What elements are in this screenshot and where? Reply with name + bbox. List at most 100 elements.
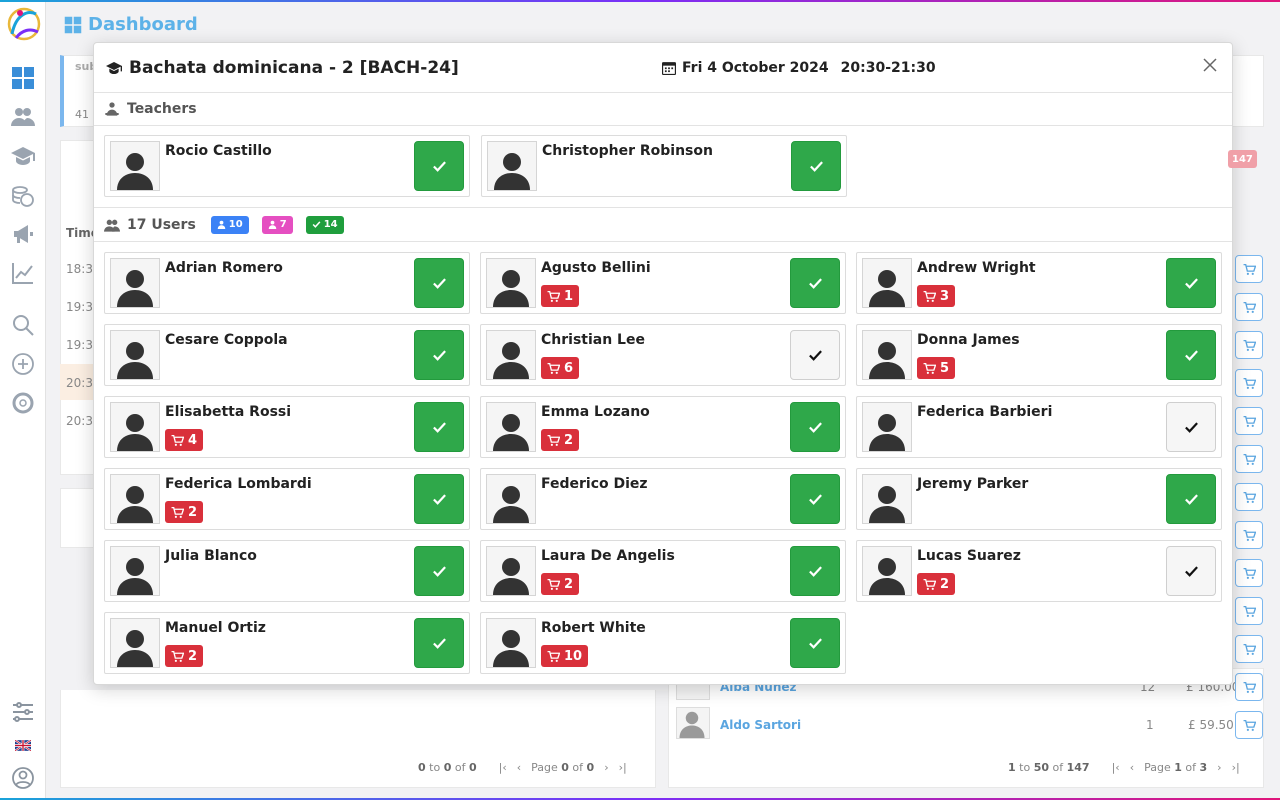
- person-name: Adrian Romero: [165, 260, 283, 276]
- time-cell: 19:30: [66, 300, 101, 314]
- last-page-button[interactable]: ›|: [1231, 761, 1240, 774]
- lifebuoy-icon[interactable]: [9, 389, 37, 417]
- purchases-badge[interactable]: 2: [165, 645, 204, 667]
- attendance-toggle-button[interactable]: [414, 618, 464, 668]
- add-to-cart-button[interactable]: [1235, 559, 1263, 587]
- add-to-cart-button[interactable]: [1235, 711, 1263, 739]
- avatar: [110, 474, 160, 524]
- attendance-toggle-button[interactable]: [790, 330, 840, 380]
- lesson-date: Fri 4 October 2024: [682, 60, 829, 76]
- app-logo[interactable]: [2, 4, 42, 44]
- purchases-badge[interactable]: 2: [165, 501, 204, 523]
- add-to-cart-button[interactable]: [1235, 407, 1263, 435]
- add-to-cart-button[interactable]: [1235, 293, 1263, 321]
- prev-page-button[interactable]: ‹: [516, 761, 522, 774]
- customer-link[interactable]: Aldo Sartori: [720, 718, 802, 732]
- add-to-cart-button[interactable]: [1235, 597, 1263, 625]
- person-card: Emma Lozano 2: [480, 396, 846, 458]
- uk-flag-icon[interactable]: [9, 731, 37, 759]
- next-page-button[interactable]: ›: [604, 761, 609, 774]
- person-card: Elisabetta Rossi 4: [104, 396, 470, 458]
- person-card: Christian Lee 6: [480, 324, 846, 386]
- add-to-cart-button[interactable]: [1235, 521, 1263, 549]
- attendance-toggle-button[interactable]: [1166, 546, 1216, 596]
- add-to-cart-button[interactable]: [1235, 635, 1263, 663]
- person-card: Donna James 5: [856, 324, 1222, 386]
- person-card: Federico Diez: [480, 468, 846, 530]
- search-icon[interactable]: [9, 311, 37, 339]
- avatar: [110, 546, 160, 596]
- female-count-badge: 7: [261, 215, 293, 234]
- attendance-toggle-button[interactable]: [414, 402, 464, 452]
- check-icon: [1184, 421, 1198, 433]
- attendance-toggle-button[interactable]: [790, 258, 840, 308]
- add-to-cart-button[interactable]: [1235, 445, 1263, 473]
- person-card: Lucas Suarez 2: [856, 540, 1222, 602]
- person-name: Federica Lombardi: [165, 476, 312, 492]
- avatar: [862, 330, 912, 380]
- purchases-badge[interactable]: 2: [541, 573, 580, 595]
- attendance-toggle-button[interactable]: [414, 546, 464, 596]
- add-to-cart-button[interactable]: [1235, 673, 1263, 701]
- megaphone-icon[interactable]: [9, 220, 37, 248]
- person-name: Lucas Suarez: [917, 548, 1021, 564]
- user-icon: [268, 220, 276, 229]
- attendance-toggle-button[interactable]: [790, 402, 840, 452]
- attendance-toggle-button[interactable]: [1166, 402, 1216, 452]
- plus-icon[interactable]: [9, 350, 37, 378]
- attendance-toggle-button[interactable]: [790, 474, 840, 524]
- sliders-icon[interactable]: [9, 698, 37, 726]
- purchases-badge[interactable]: 10: [541, 645, 589, 667]
- purchases-badge[interactable]: 5: [917, 357, 956, 379]
- coins-icon[interactable]: [9, 182, 37, 210]
- prev-page-button[interactable]: ‹: [1129, 761, 1135, 774]
- close-button[interactable]: [1196, 51, 1224, 79]
- add-to-cart-button[interactable]: [1235, 483, 1263, 511]
- first-page-button[interactable]: |‹: [1111, 761, 1120, 774]
- purchases-badge[interactable]: 1: [541, 285, 580, 307]
- person-card: Rocio Castillo: [104, 135, 470, 197]
- stat-card-right: [1232, 55, 1264, 127]
- person-name: Agusto Bellini: [541, 260, 651, 276]
- purchases-badge[interactable]: 2: [541, 429, 580, 451]
- attendance-toggle-button[interactable]: [414, 141, 464, 191]
- check-icon: [1184, 493, 1198, 505]
- first-page-button[interactable]: |‹: [498, 761, 507, 774]
- purchases-badge[interactable]: 2: [917, 573, 956, 595]
- attendance-toggle-button[interactable]: [414, 330, 464, 380]
- attendance-toggle-button[interactable]: [414, 474, 464, 524]
- cart-icon: [923, 362, 936, 374]
- user-icon[interactable]: [9, 764, 37, 792]
- attendance-toggle-button[interactable]: [1166, 258, 1216, 308]
- teachers-section-header: Teachers: [94, 92, 1232, 126]
- present-count-badge: 14: [305, 215, 344, 234]
- check-icon: [432, 277, 446, 289]
- person-icon: [493, 414, 529, 451]
- purchases-badge[interactable]: 4: [165, 429, 204, 451]
- person-icon: [117, 414, 153, 451]
- add-to-cart-button[interactable]: [1235, 255, 1263, 283]
- check-icon: [432, 637, 446, 649]
- avatar: [862, 474, 912, 524]
- attendance-toggle-button[interactable]: [414, 258, 464, 308]
- attendance-modal: Bachata dominicana - 2 [BACH-24] Fri 4 O…: [93, 42, 1233, 685]
- avatar: [110, 330, 160, 380]
- check-icon: [1184, 349, 1198, 361]
- person-card: Laura De Angelis 2: [480, 540, 846, 602]
- attendance-toggle-button[interactable]: [790, 618, 840, 668]
- dashboard-icon[interactable]: [9, 64, 37, 92]
- last-page-button[interactable]: ›|: [618, 761, 627, 774]
- next-page-button[interactable]: ›: [1217, 761, 1222, 774]
- purchases-badge[interactable]: 6: [541, 357, 580, 379]
- attendance-toggle-button[interactable]: [1166, 474, 1216, 524]
- attendance-toggle-button[interactable]: [790, 546, 840, 596]
- attendance-toggle-button[interactable]: [791, 141, 841, 191]
- users-icon[interactable]: [9, 102, 37, 130]
- bottom-accent-line: [0, 798, 1280, 800]
- chart-icon[interactable]: [9, 259, 37, 287]
- add-to-cart-button[interactable]: [1235, 331, 1263, 359]
- add-to-cart-button[interactable]: [1235, 369, 1263, 397]
- attendance-toggle-button[interactable]: [1166, 330, 1216, 380]
- purchases-badge[interactable]: 3: [917, 285, 956, 307]
- graduation-cap-icon[interactable]: [9, 142, 37, 170]
